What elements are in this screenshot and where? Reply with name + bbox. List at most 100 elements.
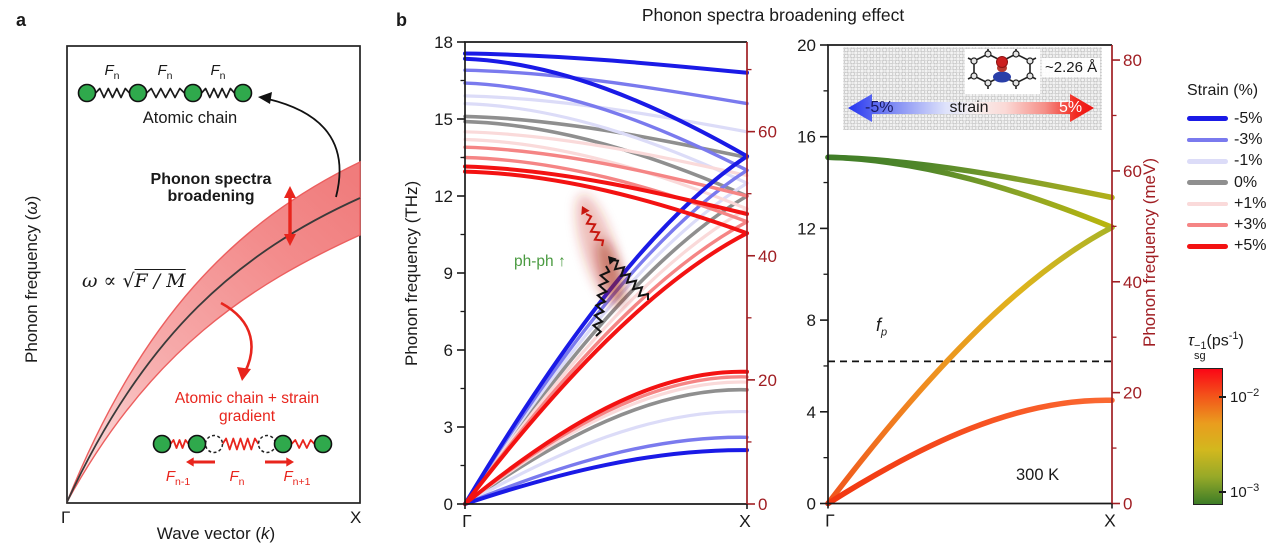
phph-scattering-annotation (576, 194, 649, 337)
band-to-strain-chain-arrow (220, 301, 253, 373)
legend-swatch (1187, 222, 1228, 228)
arrowhead (286, 457, 294, 467)
panel-b-label: b (396, 10, 407, 30)
panel-a-ylabel: Phonon frequency (ω) (22, 195, 41, 363)
legend-label: +3% (1234, 216, 1267, 234)
phonon-ta-branch-0pct (825, 397, 1115, 507)
legend-swatch (1187, 116, 1228, 121)
phonon-ta-branch-+5% (463, 369, 749, 506)
force-label-mid: Fn (229, 468, 245, 488)
x-tick-label: X (1104, 511, 1116, 531)
strain-arrow-graphic (848, 94, 1094, 122)
panel-a-x-tick: X (350, 508, 362, 527)
strain-legend: Strain (%) -5% -3% -1% 0% +1% +3% +5% (1187, 82, 1277, 257)
y-right-tick-label: 60 (758, 123, 777, 142)
phonon-lo-branch-0pct (825, 154, 1115, 231)
spring-constant-label: Fn (210, 62, 226, 82)
scattering-colorbar: τ −1 sg (ps-1) 10−2 10−3 (1188, 330, 1280, 515)
phonon-la-branch-+5% (463, 231, 749, 506)
strain-gradient-arrow (848, 94, 1094, 122)
y-left-tick-label: 0 (807, 495, 816, 514)
force-label-right: Fn+1 (283, 468, 311, 488)
phonon-to-branch-+5% (463, 164, 749, 216)
phonon-to-branch-+1% (463, 130, 749, 178)
atom (152, 434, 172, 454)
colorbar-tick-label: 10−3 (1230, 481, 1260, 501)
y-left-tick-label: 12 (797, 219, 816, 238)
strain-word-label: strain (949, 99, 989, 116)
legend-item-+3%: +3% (1187, 214, 1277, 235)
legend-swatch (1187, 201, 1228, 207)
displaced-atom-ghost (204, 434, 224, 454)
strain-min-label: -5% (865, 99, 894, 116)
spring-constant-label: Fn (157, 62, 173, 82)
panel-a-schematic (66, 45, 361, 504)
colorbar-tick-mark (1219, 396, 1226, 399)
arrowhead (186, 457, 194, 467)
legend-label: 0% (1234, 173, 1258, 191)
y-left-tick-label: 16 (797, 128, 816, 147)
y-left-tick-label: 12 (434, 187, 453, 206)
y-left-tick-label: 9 (444, 264, 453, 283)
strain-chain-caption-line1: Atomic chain + strain (174, 390, 320, 407)
phonon-lo-branch-+5% (463, 169, 749, 236)
y-right-tick-label: 80 (1123, 51, 1142, 70)
legend-label: -5% (1234, 109, 1263, 127)
panel-a-label: a (16, 10, 27, 30)
legend-item-0%: 0% (1187, 172, 1277, 193)
mid-plot-ylabel: Phonon frequency (THz) (402, 180, 421, 366)
legend-swatch (1187, 137, 1228, 143)
legend-swatch (1187, 244, 1228, 249)
legend-item-+1%: +1% (1187, 193, 1277, 214)
force-label-left: Fn-1 (165, 468, 191, 488)
dispersion-formula: ω ∝ √F / M (82, 270, 186, 292)
right-plot-mev-label: Phonon frequency (meV) (1140, 158, 1159, 347)
atom (128, 83, 148, 103)
legend-label: +1% (1234, 194, 1267, 212)
y-right-tick-label: 0 (758, 495, 767, 514)
y-left-tick-label: 8 (807, 311, 816, 330)
molecule-structure (967, 49, 1037, 89)
molecule-card (965, 49, 1040, 94)
phonon-to-branch-0% (463, 114, 749, 160)
right-plot-curves (825, 154, 1115, 507)
plot-axes (457, 41, 1120, 509)
legend-label: -1% (1234, 152, 1263, 170)
atomic-chains (77, 83, 333, 467)
strain-chain-caption-line2: gradient (218, 408, 276, 425)
carbon-atoms (970, 50, 1034, 87)
broadening-caption-line2: broadening (167, 188, 255, 205)
legend-title: Strain (%) (1187, 82, 1259, 99)
strain-inset: -5% strain 5% (843, 47, 1102, 130)
atom (183, 83, 203, 103)
panel-a-gamma-tick: Γ (61, 508, 71, 527)
broadening-caption-line1: Phonon spectra (150, 171, 272, 188)
panel-a-xlabel: Wave vector (k) (156, 524, 276, 543)
y-right-tick-label: 20 (758, 371, 777, 390)
y-right-tick-label: 0 (1123, 495, 1132, 514)
spring (169, 439, 190, 449)
phonon-lo-branch-+3% (463, 155, 749, 224)
bond-length-label: ~2.26 Å (1042, 58, 1101, 77)
spring (145, 87, 186, 99)
red-atom (996, 56, 1008, 68)
phonon-wave-arrow (591, 265, 611, 337)
phonon-to-branch-+3% (463, 145, 749, 198)
phonon-to-branch--3% (463, 68, 749, 106)
displaced-atom-ghost (257, 434, 277, 454)
atom (273, 434, 293, 454)
spring (221, 437, 260, 451)
strain-max-label: 5% (1059, 99, 1083, 116)
y-left-tick-label: 18 (434, 33, 453, 52)
phph-annotation: ph-ph ↑ (514, 253, 566, 270)
colorbar-title: τ −1 sg (ps-1) (1188, 330, 1244, 363)
legend-label: +5% (1234, 237, 1267, 255)
spring (290, 439, 316, 449)
phonon-la-branch-0pct (825, 224, 1115, 507)
temperature-label: 300 K (1016, 466, 1060, 484)
y-left-tick-label: 4 (807, 403, 816, 422)
colorbar-gradient (1193, 368, 1223, 505)
